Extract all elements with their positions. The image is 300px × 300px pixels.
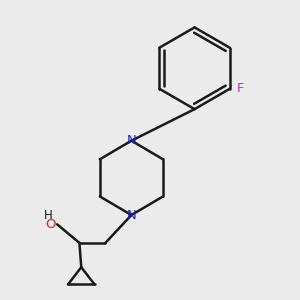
Text: N: N (127, 134, 136, 147)
Text: O: O (45, 218, 55, 231)
Text: H: H (44, 209, 53, 222)
Text: N: N (127, 208, 136, 221)
Text: F: F (237, 82, 244, 95)
